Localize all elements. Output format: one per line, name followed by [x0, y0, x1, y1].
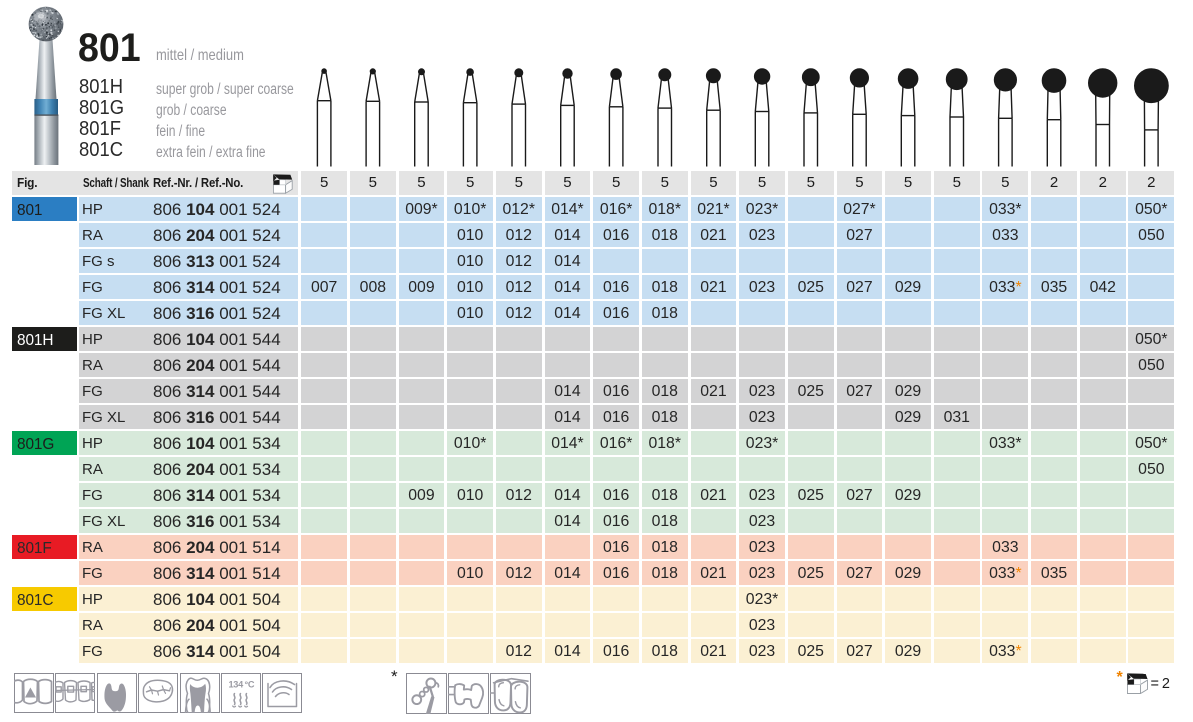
- svg-text:134 °C: 134 °C: [229, 679, 255, 689]
